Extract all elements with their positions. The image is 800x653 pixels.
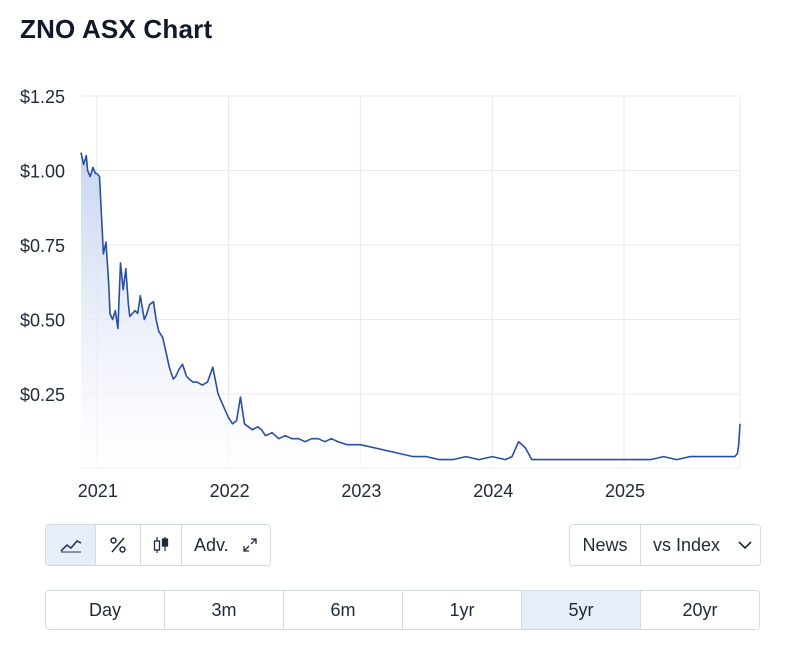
news-button[interactable]: News: [570, 525, 641, 565]
range-day[interactable]: Day: [46, 591, 165, 629]
right-toolbar: News vs Index: [569, 524, 761, 566]
news-label: News: [582, 534, 628, 555]
range-5yr[interactable]: 5yr: [522, 591, 641, 629]
chart-title: ZNO ASX Chart: [20, 14, 213, 44]
line-chart-icon: [59, 540, 81, 553]
vs-index-label: vs Index: [653, 534, 721, 555]
x-tick-label: 2023: [341, 481, 381, 501]
expand-icon: [243, 538, 257, 552]
chart-type-toolbar: Adv.: [45, 524, 271, 566]
y-tick-label: $1.25: [20, 87, 65, 107]
range-6m[interactable]: 6m: [284, 591, 403, 629]
range-1yr[interactable]: 1yr: [403, 591, 522, 629]
series-area: [81, 152, 740, 468]
price-chart[interactable]: $1.25 $1.00 $0.75 $0.50 $0.25 2021 2022 2023 20…: [0, 70, 800, 510]
y-tick-label: $0.50: [20, 311, 65, 331]
percent-button[interactable]: [96, 525, 141, 565]
advanced-label: Adv.: [194, 534, 229, 555]
x-tick-label: 2021: [78, 481, 118, 501]
vs-index-select[interactable]: vs Index: [641, 525, 760, 565]
candlestick-icon: [153, 537, 169, 553]
advanced-button[interactable]: Adv.: [182, 525, 270, 565]
range-selector: Day 3m 6m 1yr 5yr 20yr: [45, 590, 760, 630]
range-3m[interactable]: 3m: [165, 591, 284, 629]
y-tick-label: $0.25: [20, 385, 65, 405]
x-tick-label: 2024: [473, 481, 513, 501]
range-20yr[interactable]: 20yr: [641, 591, 759, 629]
y-tick-label: $0.75: [20, 236, 65, 256]
percent-icon: [110, 537, 126, 553]
y-tick-label: $1.00: [20, 162, 65, 182]
x-tick-label: 2025: [605, 481, 645, 501]
series-line: [80, 152, 741, 461]
x-tick-label: 2022: [210, 481, 250, 501]
candlestick-button[interactable]: [141, 525, 182, 565]
chevron-down-icon: [738, 540, 752, 549]
line-chart-button[interactable]: [46, 525, 96, 565]
